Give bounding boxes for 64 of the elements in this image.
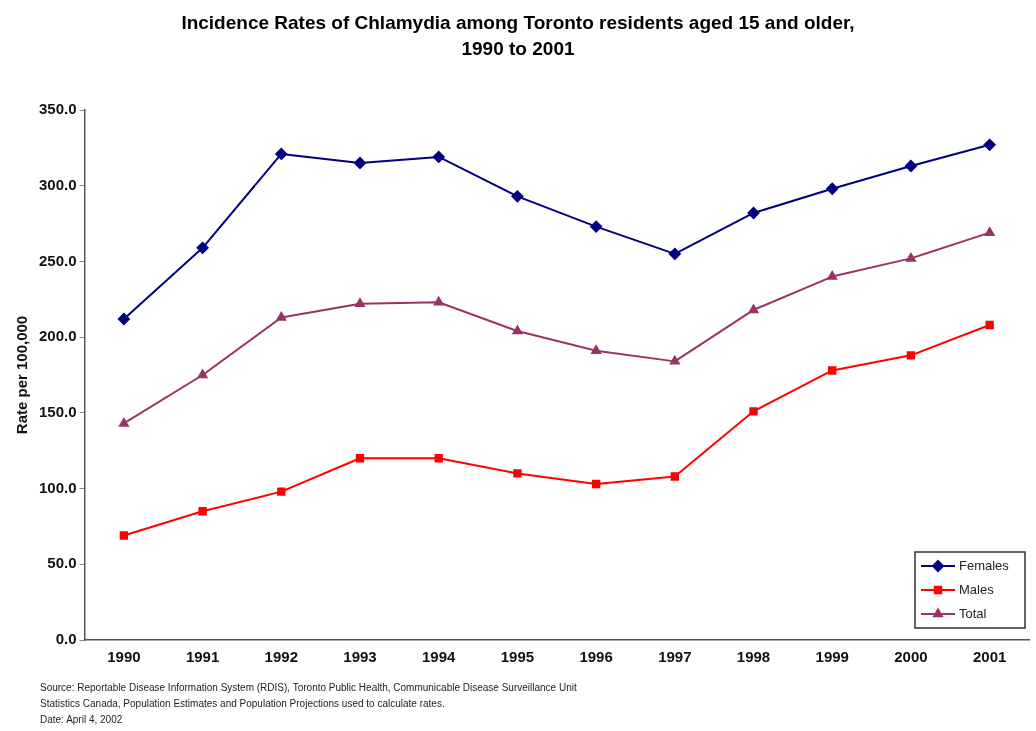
point	[983, 138, 996, 151]
y-tick-label: 350.0	[38, 100, 77, 118]
point	[198, 507, 207, 516]
point	[669, 355, 680, 365]
x-tick-label: 1994	[422, 648, 457, 666]
x-tick-label: 1990	[107, 648, 141, 666]
y-tick-label: 250.0	[38, 251, 77, 269]
point	[749, 407, 758, 416]
point	[904, 160, 917, 173]
point	[197, 369, 208, 379]
point	[117, 312, 130, 325]
point	[591, 479, 601, 489]
x-tick-label: 1992	[264, 648, 298, 666]
point	[355, 454, 365, 463]
x-tick-label: 1998	[736, 648, 771, 666]
source-note: Source: Reportable Disease Information System (RDIS), Toronto Public Health, Communicable Disease Surveillance Unit	[40, 681, 577, 695]
y-tick-label: 100.0	[38, 478, 77, 496]
y-tick-label: 0.0	[55, 630, 77, 648]
point	[827, 271, 838, 280]
point	[513, 469, 522, 478]
point	[668, 247, 681, 260]
point	[196, 241, 209, 254]
y-axis-title: Rate per 100,000	[13, 315, 31, 435]
chart-title: Incidence Rates of Chlamydia among Toronto residents aged 15 and older, 1990 to 2001	[180, 11, 856, 61]
y-tick-label: 150.0	[38, 403, 77, 420]
point	[275, 147, 288, 160]
x-tick-label: 1999	[815, 648, 849, 666]
legend-label: Males	[959, 581, 995, 597]
text: Date: April 4, 2002	[40, 713, 124, 727]
point	[828, 366, 837, 375]
y-tick-label: 300.0	[38, 175, 77, 193]
point	[591, 345, 602, 355]
point	[276, 311, 287, 321]
point	[119, 531, 129, 540]
point	[433, 296, 444, 306]
y-tick-label: 50.0	[47, 554, 77, 572]
point	[432, 150, 445, 163]
point	[985, 320, 994, 330]
point	[511, 190, 524, 203]
point	[747, 206, 760, 219]
legend-label: Total	[959, 605, 987, 621]
point	[434, 454, 443, 463]
x-tick-label: 1993	[343, 648, 377, 666]
point	[906, 252, 916, 262]
point	[277, 487, 286, 496]
point	[355, 298, 365, 308]
point	[826, 182, 839, 195]
point	[118, 417, 129, 427]
point	[984, 227, 995, 236]
x-tick-label: 1996	[579, 648, 613, 666]
x-tick-label: 2001	[972, 648, 1007, 666]
x-tick-label: 1991	[185, 648, 220, 666]
text: Statistics Canada, Population Estimates and Population Projections used to calculate rates.	[40, 697, 446, 711]
point	[670, 472, 680, 481]
x-tick-label: 1995	[500, 648, 535, 666]
point	[354, 157, 367, 169]
point	[590, 220, 603, 233]
point	[512, 325, 523, 335]
point	[906, 351, 916, 360]
point	[748, 304, 759, 314]
x-tick-label: 2000	[894, 648, 928, 666]
y-tick-label: 200.0	[38, 327, 77, 345]
x-tick-label: 1997	[658, 648, 692, 666]
legend-label: Females	[959, 557, 1010, 573]
